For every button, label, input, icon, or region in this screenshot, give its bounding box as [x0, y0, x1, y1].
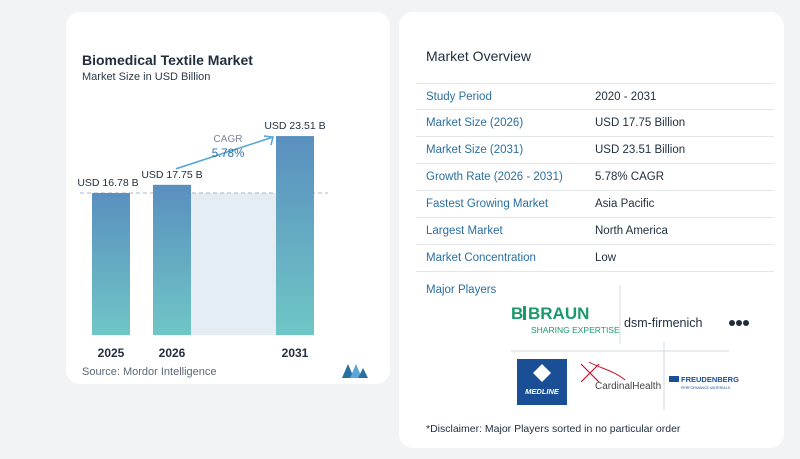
svg-text:FREUDENBERG: FREUDENBERG: [681, 375, 739, 384]
bar-chart: USD 16.78 B 2025 USD 17.75 B 2026 USD 23.51 …: [77, 120, 328, 360]
row-value: USD 17.75 Billion: [595, 117, 686, 129]
overview-row: Market Size (2031) USD 23.51 Billion: [416, 137, 774, 164]
disclaimer-text: *Disclaimer: Major Players sorted in no …: [426, 423, 681, 435]
dsm-firmenich-logo-icon: dsm-firmenich: [624, 316, 749, 330]
row-label: Market Size (2026): [426, 117, 524, 129]
overview-row: Fastest Growing Market Asia Pacific: [416, 191, 774, 218]
cagr-arrow-head: [263, 135, 274, 146]
svg-text:dsm-firmenich: dsm-firmenich: [624, 316, 703, 330]
freudenberg-logo-icon: FREUDENBERG PERFORMANCE MATERIALS: [669, 375, 739, 390]
overview-row: Largest Market North America: [416, 218, 774, 245]
bar-2025: [92, 193, 130, 335]
chart-subtitle: Market Size in USD Billion: [82, 71, 211, 83]
overview-row: Study Period 2020 - 2031: [416, 83, 774, 110]
overview-title: Market Overview: [426, 48, 532, 64]
source-text: Source: Mordor Intelligence: [82, 366, 217, 378]
cardinal-health-logo-icon: CardinalHealth: [580, 361, 661, 392]
data-label-2026: USD 17.75 B: [141, 169, 202, 181]
svg-text:MEDLINE: MEDLINE: [525, 387, 560, 396]
x-tick-2026: 2026: [159, 346, 186, 360]
row-label: Growth Rate (2026 - 2031): [426, 171, 563, 183]
overview-row: Growth Rate (2026 - 2031) 5.78% CAGR: [416, 164, 774, 191]
cagr-label: CAGR: [214, 134, 243, 145]
svg-text:SHARING EXPERTISE: SHARING EXPERTISE: [531, 325, 620, 335]
row-value: Asia Pacific: [595, 198, 655, 210]
overview-row: Market Concentration Low: [416, 245, 774, 272]
row-label: Market Concentration: [426, 252, 536, 264]
chart-card: Biomedical Textile Market Market Size in…: [66, 12, 390, 384]
row-value: USD 23.51 Billion: [595, 144, 686, 156]
row-label: Largest Market: [426, 225, 503, 237]
svg-text:PERFORMANCE MATERIALS: PERFORMANCE MATERIALS: [681, 386, 731, 390]
svg-text:BRAUN: BRAUN: [528, 304, 589, 323]
data-label-2031: USD 23.51 B: [264, 120, 325, 132]
market-overview-card: Market Overview Study Period 2020 - 2031 …: [399, 12, 784, 448]
chart-title: Biomedical Textile Market: [82, 52, 253, 68]
bar-2026: [153, 184, 191, 335]
svg-text:B: B: [511, 304, 523, 323]
row-label: Study Period: [426, 91, 492, 103]
row-value: 5.78% CAGR: [595, 171, 665, 183]
mordor-logo-icon: [342, 364, 368, 378]
overview-table: Study Period 2020 - 2031 Market Size (202…: [416, 83, 774, 272]
row-label: Fastest Growing Market: [426, 198, 549, 210]
x-tick-2031: 2031: [282, 346, 309, 360]
major-players-logos: B BRAUN SHARING EXPERTISE dsm-firmenich …: [511, 285, 749, 410]
row-value: 2020 - 2031: [595, 91, 657, 103]
row-value: Low: [595, 252, 617, 264]
medline-logo-icon: MEDLINE: [517, 359, 567, 405]
major-players-title: Major Players: [426, 284, 497, 296]
cagr-value: 5.78%: [212, 148, 245, 160]
bbraun-logo-icon: B BRAUN SHARING EXPERTISE: [511, 304, 620, 335]
data-label-2025: USD 16.78 B: [77, 177, 138, 189]
bar-2031: [276, 136, 314, 335]
row-label: Market Size (2031): [426, 144, 524, 156]
cagr-arrow: [175, 136, 274, 170]
growth-area: [191, 193, 276, 335]
overview-row: Market Size (2026) USD 17.75 Billion: [416, 110, 774, 137]
row-value: North America: [595, 225, 668, 237]
svg-text:CardinalHealth: CardinalHealth: [595, 381, 661, 392]
x-tick-2025: 2025: [98, 346, 125, 360]
